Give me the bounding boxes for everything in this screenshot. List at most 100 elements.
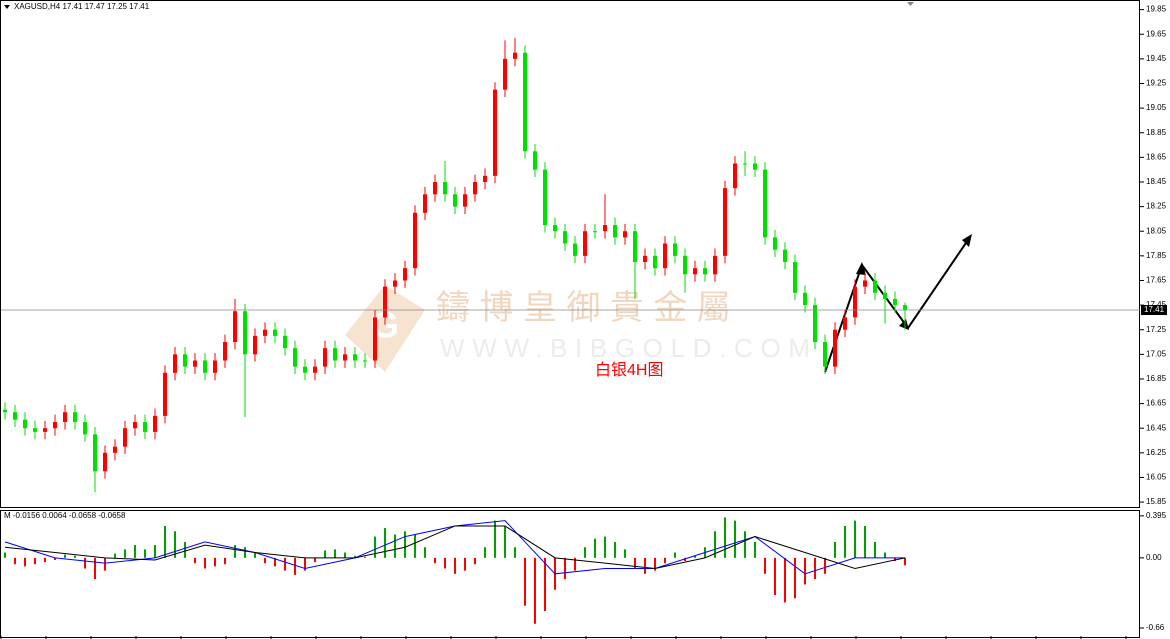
- histogram-bar: [94, 557, 96, 580]
- histogram-bar: [544, 557, 546, 612]
- histogram-bar: [734, 520, 736, 558]
- histogram-bar: [74, 555, 76, 558]
- histogram-bar: [784, 557, 786, 603]
- y-tick-label: 16.05: [1146, 473, 1167, 482]
- candle-body: [143, 422, 147, 432]
- histogram-bar: [54, 557, 56, 560]
- candle-body: [343, 354, 347, 361]
- watermark-url: WWW.BIBGOLD.COM: [440, 333, 810, 363]
- histogram-bar: [644, 557, 646, 574]
- indicator-frame: [0, 510, 1140, 638]
- candle-body: [903, 305, 907, 311]
- candle-body: [533, 151, 537, 170]
- histogram-bar: [314, 557, 316, 563]
- candle-body: [413, 212, 417, 269]
- candle-body: [353, 354, 357, 361]
- annotation: 白银4H图: [595, 361, 663, 379]
- histogram-bar: [624, 549, 626, 558]
- candle-body: [393, 280, 397, 287]
- histogram-bar: [64, 554, 66, 558]
- y-tick-label: 17.45: [1146, 300, 1167, 309]
- indicator-line: [4, 525, 906, 569]
- candle-body: [223, 342, 227, 361]
- candle-body: [713, 255, 717, 275]
- histogram-bar: [804, 557, 806, 585]
- candle-body: [593, 231, 597, 233]
- histogram-bar: [404, 531, 406, 558]
- candle-body: [503, 58, 507, 90]
- histogram-bar: [214, 557, 216, 567]
- y-tick-label: -0.66: [1146, 623, 1165, 632]
- histogram-bar: [304, 557, 306, 571]
- histogram-bar: [884, 552, 886, 558]
- candle-body: [283, 335, 287, 349]
- candle-body: [113, 446, 117, 453]
- histogram-bar: [564, 557, 566, 580]
- histogram-bar: [904, 557, 906, 566]
- symbol-marker: [4, 5, 10, 9]
- histogram-bar: [794, 557, 796, 599]
- candle-body: [3, 409, 7, 413]
- candle-body: [93, 434, 97, 472]
- candle-body: [53, 422, 57, 429]
- candle-body: [153, 415, 157, 432]
- candle-body: [883, 292, 887, 299]
- histogram-bar: [774, 557, 776, 596]
- candle-body: [853, 286, 857, 318]
- histogram-bar: [494, 520, 496, 558]
- candle-body: [733, 163, 737, 189]
- histogram-bar: [294, 557, 296, 575]
- candle-body: [843, 317, 847, 330]
- y-tick-label: 15.85: [1146, 497, 1167, 506]
- candle-body: [173, 354, 177, 373]
- histogram-bar: [384, 528, 386, 558]
- histogram-bar: [604, 536, 606, 558]
- histogram-bar: [134, 545, 136, 558]
- candle-body: [423, 194, 427, 213]
- candle-body: [753, 163, 757, 170]
- histogram-bar: [164, 525, 166, 558]
- candle-body: [613, 225, 617, 238]
- candle-body: [643, 255, 647, 263]
- candle-body: [523, 52, 527, 152]
- y-tick-label: 0.395: [1146, 511, 1167, 520]
- histogram-bar: [144, 549, 146, 558]
- candle-body: [193, 360, 197, 367]
- histogram-bar: [714, 531, 716, 558]
- candle-body: [673, 243, 677, 256]
- histogram-bar: [154, 545, 156, 558]
- candle-body: [263, 329, 267, 336]
- candle-body: [623, 231, 627, 238]
- candle-body: [243, 311, 247, 355]
- histogram-bar: [834, 541, 836, 558]
- histogram-bar: [124, 549, 126, 558]
- histogram-bar: [634, 557, 636, 569]
- histogram-bar: [664, 557, 666, 564]
- histogram-bar: [174, 531, 176, 558]
- histogram-bar: [534, 557, 536, 624]
- trend-arrows: [824, 236, 971, 373]
- main-frame: [0, 0, 1140, 508]
- candle-body: [703, 268, 707, 275]
- histogram-bar: [844, 525, 846, 558]
- y-tick-label: 17.65: [1146, 276, 1167, 285]
- candle-body: [763, 169, 767, 238]
- candle-body: [103, 452, 107, 472]
- current-price-box: [1141, 305, 1167, 316]
- candle-body: [163, 372, 167, 416]
- candle-body: [473, 181, 477, 195]
- histogram-bar: [614, 541, 616, 558]
- histogram-bar: [184, 541, 186, 558]
- shift-marker: [907, 2, 914, 6]
- histogram-bar: [204, 557, 206, 569]
- candle-body: [493, 89, 497, 176]
- y-tick-label: 19.45: [1146, 54, 1167, 63]
- histogram-bar: [414, 534, 416, 558]
- candle-body: [683, 255, 687, 275]
- candle-body: [563, 231, 567, 244]
- histogram-bar: [194, 557, 196, 564]
- candle-body: [303, 366, 307, 373]
- candle-body: [793, 262, 797, 293]
- candle-body: [213, 360, 217, 373]
- histogram-bar: [874, 541, 876, 558]
